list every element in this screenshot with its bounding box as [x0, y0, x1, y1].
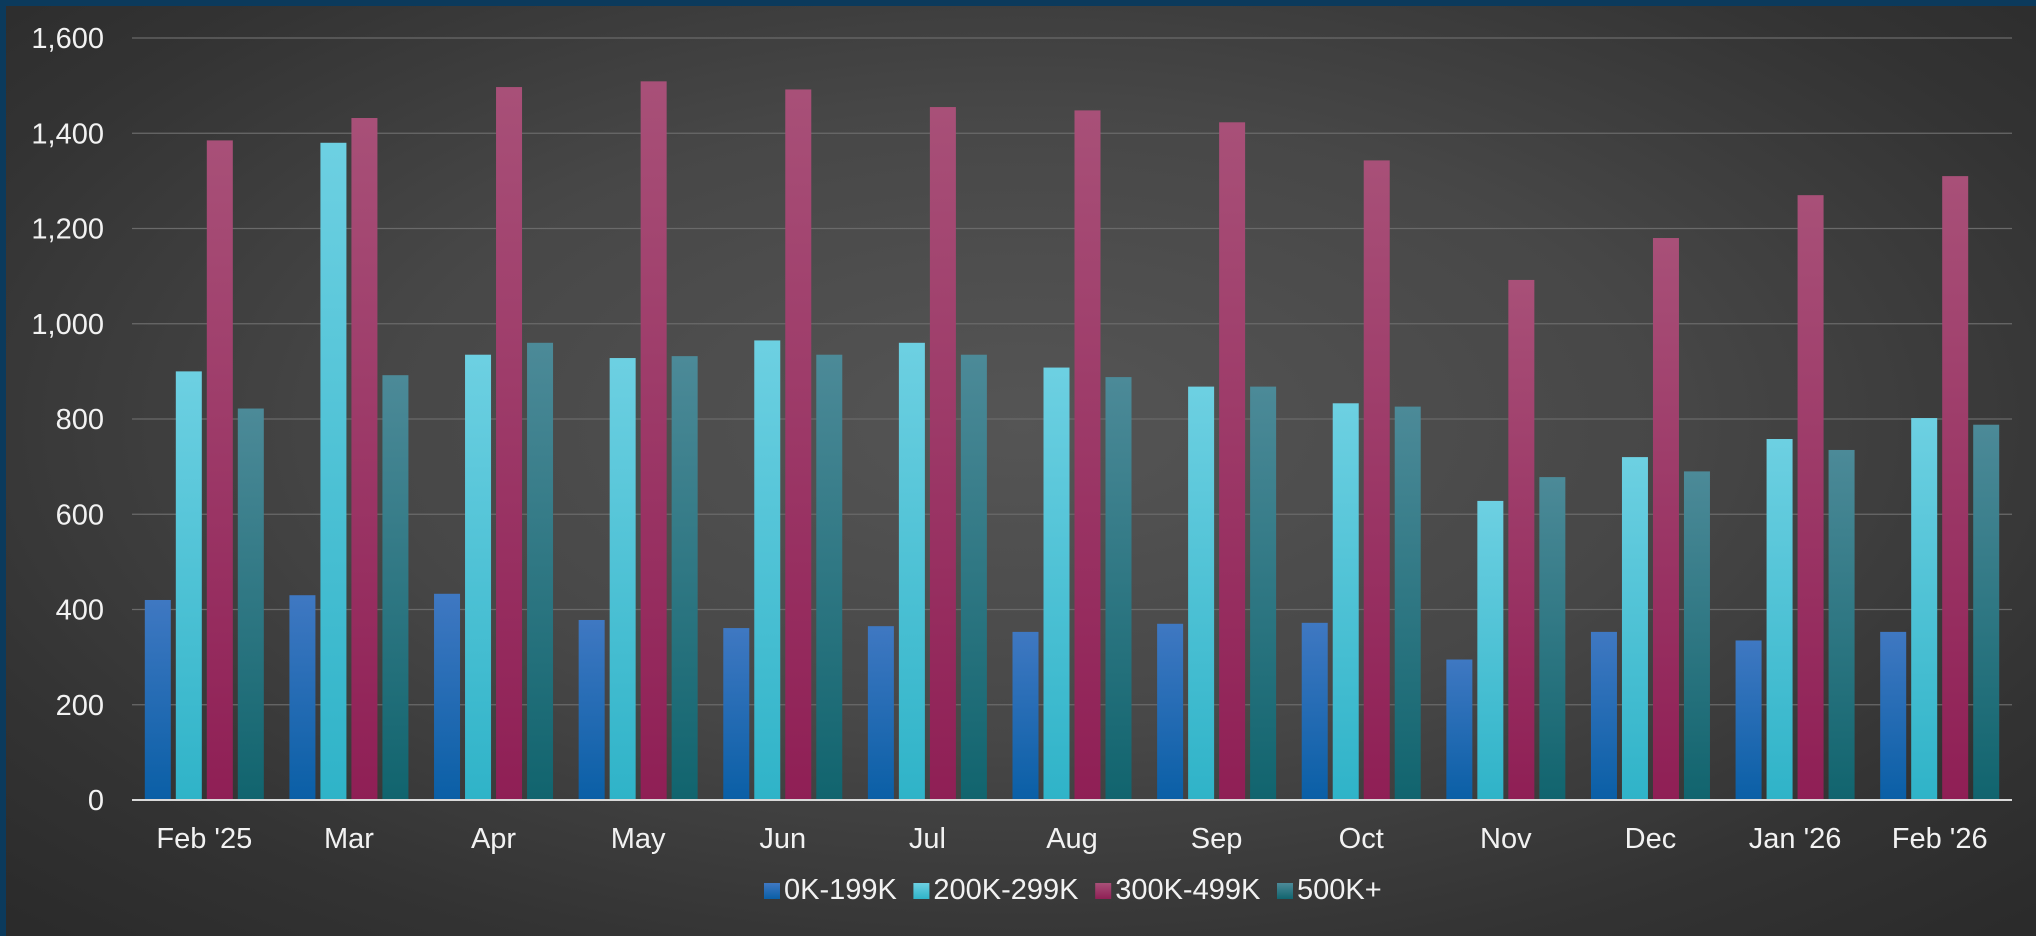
bar-200k-299k-6 — [1043, 367, 1070, 800]
bar-300k-499k-5 — [929, 107, 956, 800]
bar-0k-199k-4 — [723, 628, 750, 800]
bar-0k-199k-3 — [578, 619, 605, 800]
bar-200k-299k-12 — [1911, 418, 1938, 800]
y-tick-label: 800 — [56, 404, 104, 436]
bar-0k-199k-12 — [1880, 631, 1907, 800]
bar-0k-199k-7 — [1157, 623, 1184, 800]
bar-200k-299k-9 — [1477, 500, 1504, 800]
legend-label: 0K-199K — [784, 874, 898, 906]
bar-200k-299k-10 — [1621, 457, 1648, 800]
legend-swatch — [913, 883, 930, 899]
legend-label: 200K-299K — [933, 874, 1079, 906]
bar-500k--9 — [1539, 477, 1566, 800]
bar-500k--0 — [237, 408, 264, 800]
x-tick-label: May — [611, 823, 666, 855]
bar-0k-199k-1 — [289, 595, 316, 800]
legend-swatch — [1095, 883, 1112, 899]
bar-300k-499k-12 — [1942, 176, 1969, 801]
bar-300k-499k-3 — [640, 81, 667, 801]
x-tick-label: Feb '25 — [156, 823, 252, 855]
y-tick-label: 200 — [56, 690, 104, 722]
y-tick-label: 600 — [56, 499, 104, 531]
bar-200k-299k-5 — [898, 342, 925, 800]
bar-0k-199k-5 — [867, 626, 894, 800]
bar-0k-199k-0 — [144, 599, 171, 800]
bar-500k--7 — [1250, 386, 1277, 800]
bar-300k-499k-11 — [1797, 195, 1824, 801]
y-tick-label: 0 — [88, 785, 104, 817]
bar-0k-199k-11 — [1735, 640, 1762, 800]
x-tick-label: Feb '26 — [1892, 823, 1988, 855]
x-tick-label: Apr — [471, 823, 516, 855]
x-tick-label: Dec — [1625, 823, 1677, 855]
x-tick-label: Sep — [1191, 823, 1243, 855]
bar-0k-199k-8 — [1301, 622, 1328, 800]
x-tick-label: Oct — [1339, 823, 1384, 855]
bars — [144, 81, 2000, 801]
bar-200k-299k-2 — [465, 354, 492, 800]
legend-label: 300K-499K — [1115, 874, 1261, 906]
bar-200k-299k-11 — [1766, 439, 1793, 800]
bar-0k-199k-2 — [434, 593, 461, 800]
x-tick-label: Jul — [909, 823, 946, 855]
bar-300k-499k-9 — [1508, 279, 1535, 800]
bar-300k-499k-6 — [1074, 110, 1101, 800]
bar-500k--6 — [1105, 377, 1132, 800]
x-tick-label: Nov — [1480, 823, 1532, 855]
bar-300k-499k-10 — [1652, 238, 1679, 800]
bar-500k--3 — [671, 356, 698, 800]
legend-label: 500K+ — [1297, 874, 1382, 906]
bar-200k-299k-7 — [1188, 386, 1215, 800]
x-tick-label: Jun — [759, 823, 806, 855]
legend-swatch — [764, 883, 780, 899]
bar-200k-299k-3 — [609, 358, 636, 800]
y-tick-label: 400 — [56, 595, 104, 627]
bar-300k-499k-7 — [1219, 122, 1246, 800]
bar-500k--2 — [527, 342, 554, 800]
x-tick-label: Jan '26 — [1749, 823, 1842, 855]
bar-300k-499k-0 — [206, 140, 233, 801]
bar-300k-499k-2 — [496, 87, 523, 800]
x-tick-label: Aug — [1046, 823, 1098, 855]
bar-200k-299k-4 — [754, 340, 781, 800]
bar-500k--8 — [1394, 406, 1421, 800]
gridlines — [132, 37, 2012, 706]
y-tick-label: 1,600 — [31, 23, 104, 55]
bar-200k-299k-1 — [320, 142, 347, 800]
bar-300k-499k-1 — [351, 118, 378, 800]
bar-0k-199k-10 — [1590, 631, 1617, 800]
y-tick-label: 1,200 — [31, 214, 104, 246]
bar-300k-499k-4 — [785, 89, 812, 800]
legend-swatch — [1277, 883, 1293, 899]
bar-0k-199k-6 — [1012, 631, 1039, 800]
legend: 0K-199K 200K-299K 300K-499K 500K+ — [764, 874, 1382, 906]
bar-500k--11 — [1828, 449, 1855, 800]
bar-500k--10 — [1683, 471, 1710, 800]
bar-200k-299k-8 — [1332, 403, 1359, 800]
y-tick-label: 1,000 — [31, 309, 104, 341]
x-tick-label: Mar — [324, 823, 374, 855]
y-tick-label: 1,400 — [31, 118, 104, 150]
axes: 0 200 400 600 800 1,000 1,200 1,400 1,600 Feb '25… — [31, 23, 2012, 855]
bar-500k--1 — [382, 375, 409, 800]
bar-500k--4 — [816, 354, 843, 800]
bar-500k--5 — [960, 354, 987, 800]
bar-200k-299k-0 — [175, 371, 202, 800]
bar-0k-199k-9 — [1446, 659, 1473, 800]
bar-500k--12 — [1973, 424, 2000, 800]
bar-300k-499k-8 — [1363, 160, 1390, 801]
